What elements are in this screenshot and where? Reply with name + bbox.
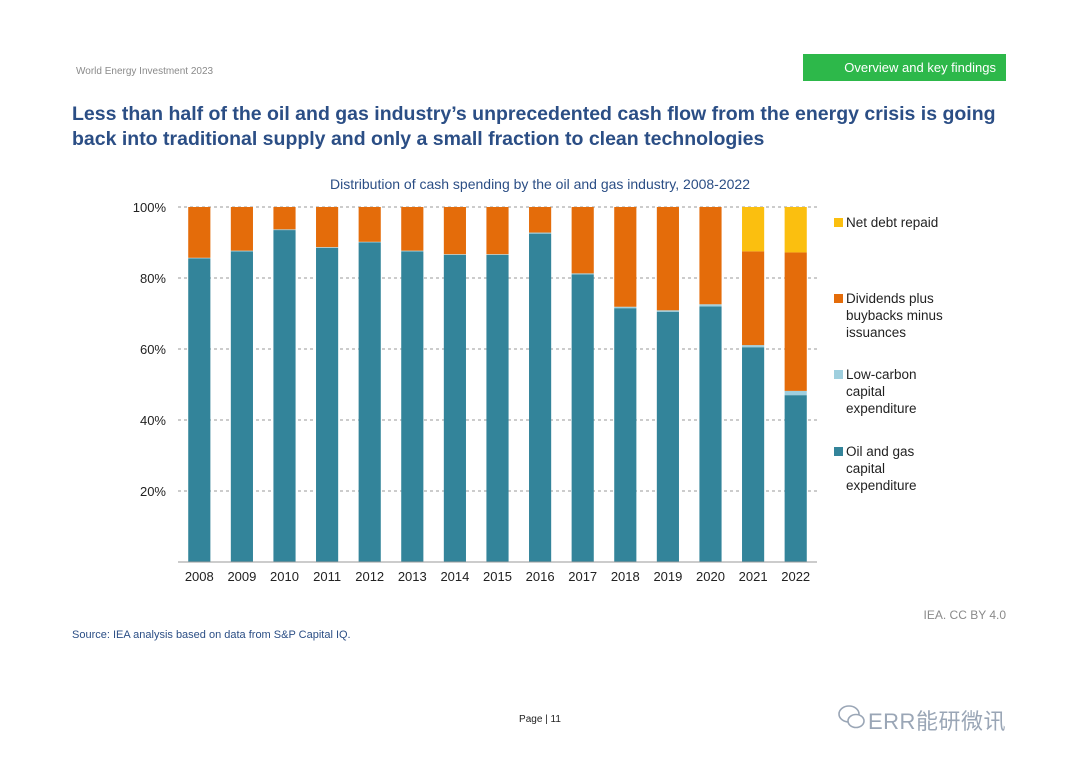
chart-title: Distribution of cash spending by the oil… (330, 176, 750, 192)
bar-segment (571, 207, 594, 274)
bar-segment (742, 207, 765, 252)
watermark-text: ERR能研微讯 (868, 709, 1006, 734)
bar-segment (571, 274, 594, 562)
bar-segment (358, 242, 381, 562)
bar-segment (230, 250, 253, 252)
bar-segment (784, 207, 807, 253)
bar-segment (401, 251, 424, 562)
bar-segment (316, 247, 339, 562)
legend-label: Low-carbon capital expenditure (846, 367, 917, 416)
legend: Net debt repaid Dividends plus buybacks mi… (834, 215, 943, 493)
legend-swatch (834, 370, 843, 379)
bar-segment (742, 251, 765, 346)
y-tick-label: 20% (140, 484, 166, 499)
bar-segment (742, 345, 765, 348)
bar-segment (486, 207, 509, 255)
legend-label: Oil and gas capital expenditure (846, 444, 917, 493)
x-tick-label: 2019 (653, 569, 682, 584)
bar-segment (742, 347, 765, 562)
x-tick-label: 2016 (526, 569, 555, 584)
bars (188, 207, 807, 563)
x-tick-label: 2014 (440, 569, 469, 584)
x-tick-label: 2008 (185, 569, 214, 584)
legend-swatch (834, 294, 843, 303)
axes: 20% 40% 60% 80% 100% 2008 2009 2010 2011 2012 2013… (133, 200, 817, 584)
bar-segment (486, 254, 509, 255)
bar-segment (316, 207, 339, 248)
bar-segment (529, 233, 552, 562)
wechat-icon (838, 705, 865, 729)
x-tick-label: 2015 (483, 569, 512, 584)
x-tick-label: 2017 (568, 569, 597, 584)
x-tick-label: 2011 (313, 569, 341, 584)
bar-segment (614, 306, 637, 309)
x-tick-label: 2010 (270, 569, 299, 584)
x-tick-label: 2018 (611, 569, 640, 584)
bar-segment (656, 207, 679, 311)
bar-segment (273, 207, 296, 230)
bar-segment (230, 207, 253, 251)
bar-segment (784, 390, 807, 396)
bar-segment (529, 207, 552, 233)
bar-segment (273, 230, 296, 562)
page-title: Less than half of the oil and gas indust… (72, 103, 996, 150)
y-tick-label: 60% (140, 342, 166, 357)
bar-segment (230, 251, 253, 562)
bar-segment (699, 304, 722, 307)
bar-segment (486, 254, 509, 563)
bar-segment (571, 273, 594, 275)
legend-label: Net debt repaid (846, 215, 938, 230)
watermark: ERR能研微讯 (838, 700, 1050, 734)
bar-segment (358, 241, 381, 243)
x-tick-label: 2022 (781, 569, 810, 584)
bar-segment (614, 308, 637, 562)
bar-segment (656, 310, 679, 312)
bar-segment (188, 257, 211, 259)
x-tick-label: 2020 (696, 569, 725, 584)
bar-segment (273, 229, 296, 231)
bar-segment (188, 258, 211, 562)
x-tick-label: 2013 (398, 569, 427, 584)
legend-label: Dividends plus buybacks minus issuances (846, 291, 943, 340)
bar-segment (699, 207, 722, 305)
credit-label: IEA. CC BY 4.0 (923, 608, 1006, 622)
y-tick-label: 40% (140, 413, 166, 428)
x-tick-label: 2021 (739, 569, 768, 584)
bar-segment (443, 207, 466, 255)
bar-segment (401, 207, 424, 251)
bar-segment (401, 250, 424, 252)
bar-segment (443, 254, 466, 563)
bar-segment (784, 252, 807, 391)
bar-segment (188, 207, 211, 258)
bar-segment (656, 311, 679, 562)
report-name: World Energy Investment 2023 (76, 66, 214, 77)
bar-segment (316, 247, 339, 248)
source-note: Source: IEA analysis based on data from … (72, 629, 351, 641)
bar-segment (358, 207, 381, 242)
bar-segment (614, 207, 637, 307)
bar-segment (699, 306, 722, 562)
bar-segment (443, 254, 466, 255)
legend-swatch (834, 218, 843, 227)
y-tick-label: 100% (133, 200, 167, 215)
y-tick-label: 80% (140, 271, 166, 286)
x-tick-label: 2012 (355, 569, 384, 584)
page-number: Page | 11 (519, 714, 561, 725)
bar-segment (529, 232, 552, 234)
x-tick-label: 2009 (227, 569, 256, 584)
section-badge[interactable]: Overview and key findings (803, 54, 1006, 81)
legend-swatch (834, 447, 843, 456)
bar-segment (784, 395, 807, 562)
